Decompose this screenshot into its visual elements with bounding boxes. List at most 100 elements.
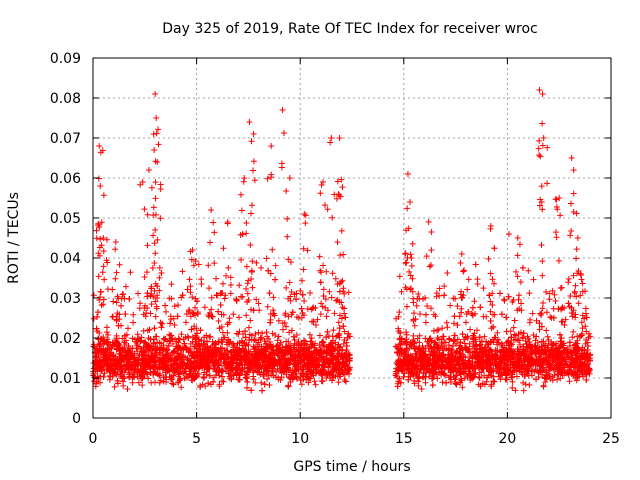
- data-point-marker: [130, 319, 137, 326]
- data-point-marker: [208, 357, 215, 364]
- data-point-marker: [167, 320, 174, 327]
- data-point-marker: [327, 342, 334, 349]
- data-point-marker: [198, 276, 205, 283]
- data-point-marker: [419, 374, 426, 381]
- data-point-marker: [426, 362, 433, 369]
- data-point-marker: [165, 342, 172, 349]
- data-point-marker: [393, 370, 400, 377]
- data-point-marker: [146, 326, 153, 333]
- data-point-marker: [175, 365, 182, 372]
- data-point-marker: [563, 370, 570, 377]
- data-point-marker: [283, 323, 290, 330]
- data-point-marker: [108, 345, 115, 352]
- data-point-marker: [559, 366, 566, 373]
- data-point-marker: [151, 336, 158, 343]
- data-point-marker: [304, 305, 311, 312]
- data-point-marker: [252, 331, 259, 338]
- data-point-marker: [415, 358, 422, 365]
- data-point-marker: [341, 290, 348, 297]
- data-point-marker: [540, 382, 547, 389]
- data-point-marker: [519, 335, 526, 342]
- data-point-marker: [255, 329, 262, 336]
- data-point-marker: [546, 296, 553, 303]
- data-point-marker: [156, 339, 163, 346]
- data-point-marker: [171, 303, 178, 310]
- data-point-marker: [151, 368, 158, 375]
- data-point-marker: [187, 340, 194, 347]
- data-point-marker: [507, 328, 514, 335]
- data-point-marker: [336, 288, 343, 295]
- data-point-marker: [264, 375, 271, 382]
- data-point-marker: [167, 364, 174, 371]
- data-point-marker: [264, 333, 271, 340]
- data-point-marker: [485, 340, 492, 347]
- data-point-marker: [517, 341, 524, 348]
- data-point-marker: [272, 262, 279, 269]
- data-point-marker: [461, 375, 468, 382]
- data-point-marker: [165, 358, 172, 365]
- data-point-marker: [224, 321, 231, 328]
- data-point-marker: [128, 363, 135, 370]
- data-point-marker: [104, 341, 111, 348]
- data-point-marker: [133, 345, 140, 352]
- data-point-marker: [93, 325, 100, 332]
- data-point-marker: [201, 355, 208, 362]
- data-point-marker: [253, 357, 260, 364]
- data-point-marker: [462, 319, 469, 326]
- data-point-marker: [214, 367, 221, 374]
- data-point-marker: [341, 328, 348, 335]
- data-point-marker: [121, 332, 128, 339]
- data-point-marker: [452, 366, 459, 373]
- data-point-marker: [201, 334, 208, 341]
- data-point-marker: [160, 358, 167, 365]
- data-point-marker: [180, 336, 187, 343]
- data-point-marker: [447, 359, 454, 366]
- data-point-marker: [121, 339, 128, 346]
- data-point-marker: [579, 312, 586, 319]
- data-point-marker: [197, 355, 204, 362]
- data-point-marker: [485, 357, 492, 364]
- data-point-marker: [394, 383, 401, 390]
- data-point-marker: [577, 359, 584, 366]
- data-point-marker: [155, 364, 162, 371]
- data-point-marker: [403, 336, 410, 343]
- data-point-marker: [284, 360, 291, 367]
- data-point-marker: [440, 352, 447, 359]
- data-point-marker: [144, 293, 151, 300]
- data-point-marker: [95, 375, 102, 382]
- data-point-marker: [417, 310, 424, 317]
- data-point-marker: [427, 305, 434, 312]
- data-point-marker: [418, 385, 425, 392]
- data-point-marker: [205, 380, 212, 387]
- data-point-marker: [587, 333, 594, 340]
- data-point-marker: [474, 276, 481, 283]
- data-point-marker: [119, 375, 126, 382]
- data-point-marker: [335, 379, 342, 386]
- data-point-marker: [508, 351, 515, 358]
- data-point-marker: [167, 376, 174, 383]
- data-point-marker: [259, 387, 266, 394]
- data-point-marker: [451, 332, 458, 339]
- data-point-marker: [288, 288, 295, 295]
- data-point-marker: [346, 333, 353, 340]
- data-point-marker: [398, 288, 405, 295]
- data-point-marker: [338, 347, 345, 354]
- data-point-marker: [243, 312, 250, 319]
- data-point-marker: [147, 369, 154, 376]
- data-point-marker: [522, 359, 529, 366]
- data-point-marker: [260, 369, 267, 376]
- data-point-marker: [125, 342, 132, 349]
- data-point-marker: [217, 302, 224, 309]
- data-point-marker: [494, 329, 501, 336]
- data-point-marker: [195, 261, 202, 268]
- data-point-marker: [395, 313, 402, 320]
- data-point-marker: [319, 338, 326, 345]
- data-point-marker: [497, 376, 504, 383]
- data-point-marker: [194, 361, 201, 368]
- data-point-marker: [332, 346, 339, 353]
- data-point-marker: [160, 335, 167, 342]
- data-point-marker: [410, 310, 417, 317]
- data-point-marker: [150, 354, 157, 361]
- data-point-marker: [473, 348, 480, 355]
- data-point-marker: [556, 331, 563, 338]
